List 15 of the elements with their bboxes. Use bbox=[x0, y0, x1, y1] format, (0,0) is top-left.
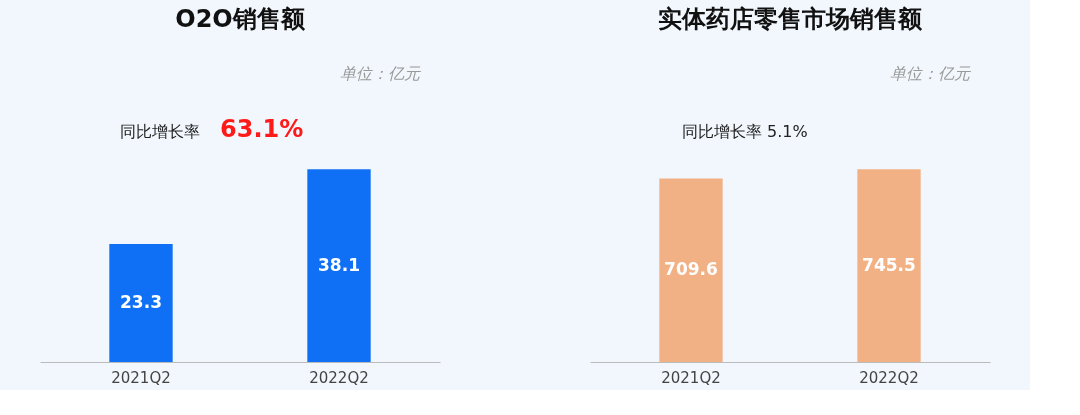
text: 63.1% bbox=[220, 115, 304, 143]
text: 同比增长率 5.1% bbox=[682, 122, 808, 141]
x-tick-label: 2021Q2 bbox=[111, 368, 171, 387]
chart-title: O2O销售额 bbox=[175, 5, 306, 33]
x-tick-label: 2021Q2 bbox=[661, 368, 721, 387]
chart-title: 实体药店零售市场销售额 bbox=[658, 5, 923, 33]
data-label: 38.1 bbox=[318, 254, 360, 275]
chart-subtitle: 单位：亿元 bbox=[340, 64, 421, 83]
data-label: 709.6 bbox=[664, 259, 718, 280]
x-tick-label: 2022Q2 bbox=[309, 368, 369, 387]
x-tick-label: 2022Q2 bbox=[859, 368, 919, 387]
text: 同比增长率 bbox=[120, 122, 200, 141]
data-label: 745.5 bbox=[862, 254, 916, 275]
chart-subtitle: 单位：亿元 bbox=[890, 64, 971, 83]
data-label: 23.3 bbox=[120, 292, 162, 313]
